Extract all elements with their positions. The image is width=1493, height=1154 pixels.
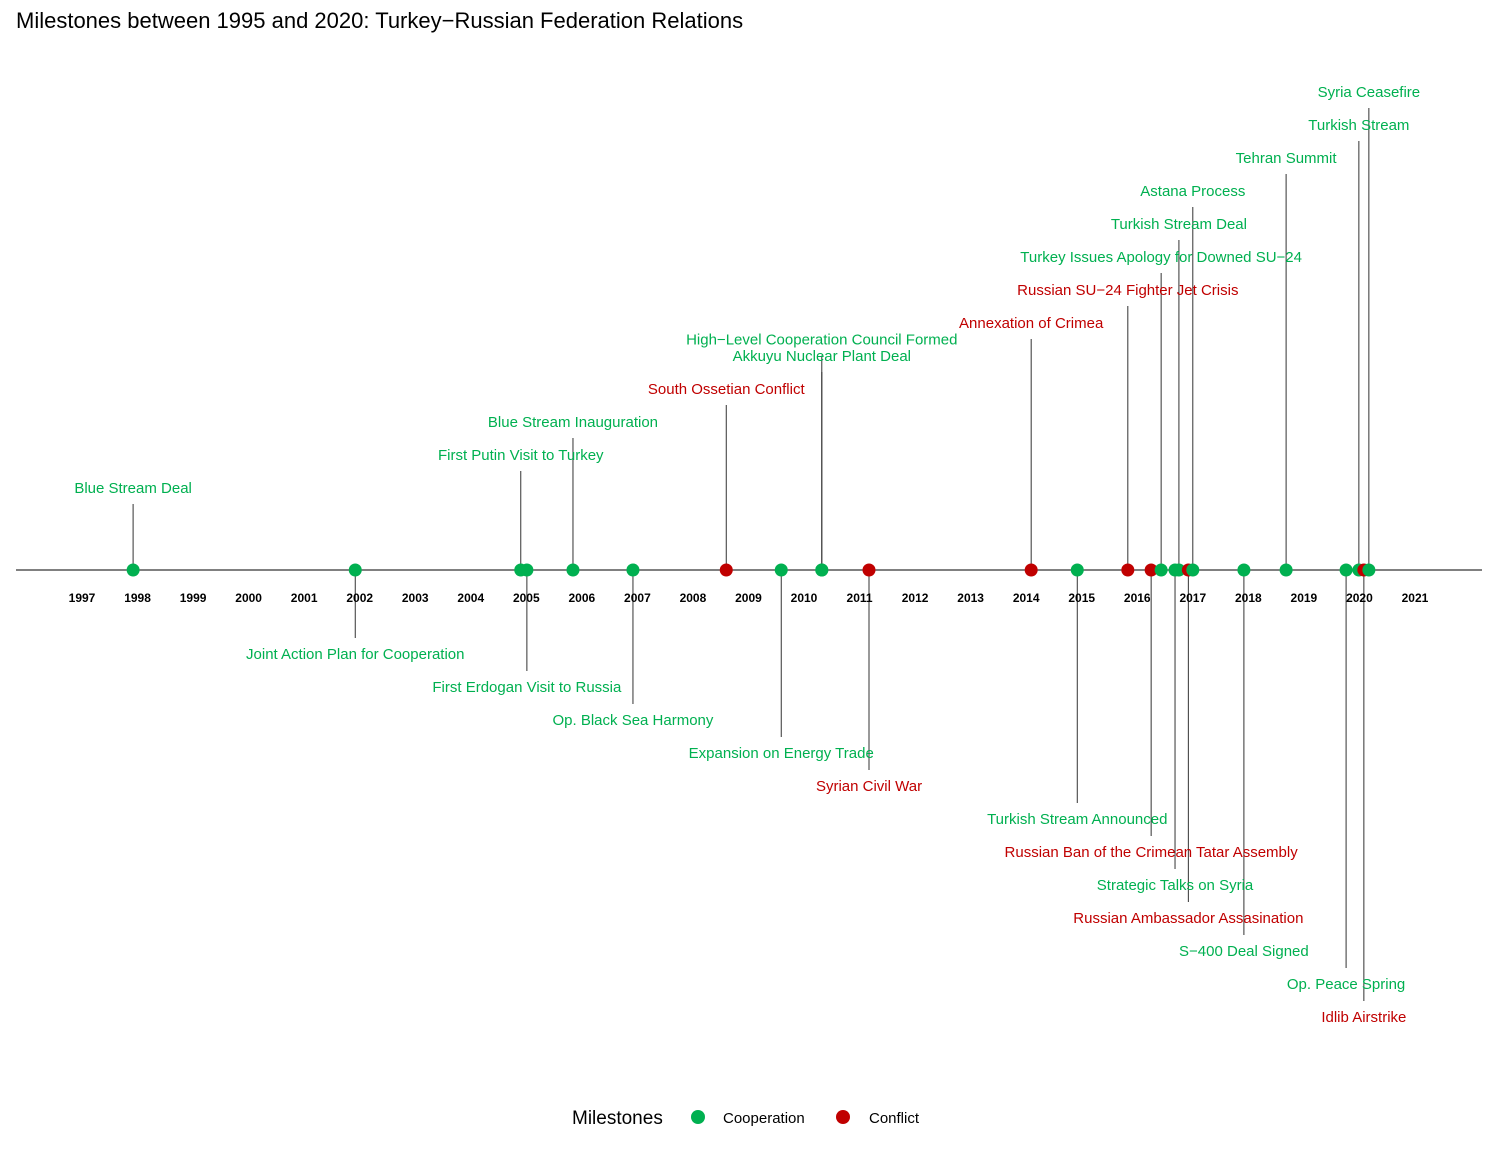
event-label: Strategic Talks on Syria [1097, 877, 1254, 894]
x-tick-label: 2020 [1346, 591, 1373, 605]
x-tick-label: 2014 [1013, 591, 1040, 605]
x-tick-label: 1999 [180, 591, 207, 605]
legend-marker-cooperation [691, 1110, 705, 1124]
event-label: Turkish Stream [1308, 117, 1409, 134]
event-label: South Ossetian Conflict [648, 381, 806, 398]
x-tick-label: 2010 [791, 591, 818, 605]
event-point [1144, 563, 1158, 577]
x-tick-label: 2013 [957, 591, 984, 605]
event-label: Turkey Issues Apology for Downed SU−24 [1020, 249, 1302, 266]
event-point [1186, 563, 1200, 577]
x-tick-label: 2005 [513, 591, 540, 605]
x-tick-label: 2016 [1124, 591, 1151, 605]
x-tick-label: 2018 [1235, 591, 1262, 605]
event-point [1070, 563, 1084, 577]
event-label: Syria Ceasefire [1318, 84, 1421, 101]
event-label: Expansion on Energy Trade [689, 745, 874, 762]
event-point [626, 563, 640, 577]
event-label: Syrian Civil War [816, 778, 922, 795]
x-tick-label: 2011 [847, 591, 873, 605]
event-point [1154, 563, 1168, 577]
event-label: Russian Ambassador Assasination [1073, 910, 1303, 927]
event-point [520, 563, 534, 577]
legend-label-conflict: Conflict [869, 1110, 920, 1127]
legend-title: Milestones [572, 1108, 663, 1129]
event-point [1121, 563, 1135, 577]
x-tick-label: 2002 [346, 591, 373, 605]
x-tick-label: 2008 [680, 591, 707, 605]
event-point [719, 563, 733, 577]
event-point [348, 563, 362, 577]
x-tick-label: 1998 [124, 591, 151, 605]
event-label: Turkish Stream Announced [987, 811, 1167, 828]
x-tick-label: 2015 [1068, 591, 1095, 605]
event-point [126, 563, 140, 577]
x-tick-label: 2019 [1291, 591, 1318, 605]
event-label: Turkish Stream Deal [1111, 216, 1247, 233]
x-tick-label: 2001 [291, 591, 318, 605]
event-label: Tehran Summit [1236, 150, 1338, 167]
event-label: Blue Stream Inauguration [488, 414, 658, 431]
event-label: Op. Black Sea Harmony [553, 712, 714, 729]
event-label: S−400 Deal Signed [1179, 943, 1309, 960]
x-tick-label: 2009 [735, 591, 762, 605]
event-point [1279, 563, 1293, 577]
x-tick-label: 1997 [69, 591, 96, 605]
event-label: First Putin Visit to Turkey [438, 447, 604, 464]
event-label: Russian Ban of the Crimean Tatar Assembl… [1005, 844, 1299, 861]
x-tick-label: 2007 [624, 591, 651, 605]
event-label: Joint Action Plan for Cooperation [246, 646, 464, 663]
x-tick-label: 2012 [902, 591, 929, 605]
legend: Milestones Cooperation Conflict [572, 1108, 920, 1129]
event-label: Op. Peace Spring [1287, 976, 1405, 993]
event-point [815, 563, 829, 577]
event-point [862, 563, 876, 577]
event-point [1172, 563, 1186, 577]
event-label: Akkuyu Nuclear Plant Deal [733, 348, 911, 365]
legend-marker-conflict [836, 1110, 850, 1124]
x-tick-label: 2021 [1402, 591, 1429, 605]
chart-title: Milestones between 1995 and 2020: Turkey… [16, 8, 743, 33]
x-tick-label: 2003 [402, 591, 429, 605]
event-label: First Erdogan Visit to Russia [432, 679, 622, 696]
event-label: Idlib Airstrike [1321, 1009, 1406, 1026]
event-point [1362, 563, 1376, 577]
event-label: High−Level Cooperation Council Formed [686, 332, 957, 349]
x-tick-label: 2006 [569, 591, 596, 605]
event-point [774, 563, 788, 577]
event-point [1237, 563, 1251, 577]
event-point [566, 563, 580, 577]
event-label: Blue Stream Deal [74, 480, 192, 497]
legend-label-cooperation: Cooperation [723, 1110, 805, 1127]
event-point [1339, 563, 1353, 577]
x-tick-label: 2000 [235, 591, 262, 605]
event-label: Astana Process [1140, 183, 1245, 200]
event-label: Russian SU−24 Fighter Jet Crisis [1017, 282, 1238, 299]
event-point [1024, 563, 1038, 577]
x-tick-label: 2004 [457, 591, 484, 605]
x-tick-label: 2017 [1179, 591, 1206, 605]
event-label: Annexation of Crimea [959, 315, 1104, 332]
